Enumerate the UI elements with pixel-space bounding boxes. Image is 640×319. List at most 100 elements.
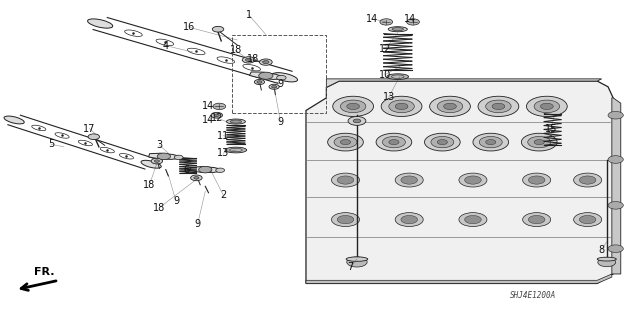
Circle shape [540, 103, 553, 109]
Polygon shape [326, 79, 602, 87]
Circle shape [429, 96, 470, 116]
Circle shape [257, 81, 262, 83]
Circle shape [527, 96, 567, 116]
Circle shape [479, 137, 502, 148]
Text: 8: 8 [598, 245, 605, 255]
Circle shape [608, 202, 623, 209]
Circle shape [198, 166, 212, 173]
Circle shape [395, 213, 423, 226]
Circle shape [328, 133, 364, 151]
Ellipse shape [388, 27, 407, 32]
Circle shape [269, 84, 279, 89]
Polygon shape [250, 72, 282, 79]
Circle shape [523, 213, 550, 226]
Circle shape [353, 119, 361, 123]
Circle shape [529, 176, 545, 184]
Polygon shape [148, 153, 179, 160]
Text: 6: 6 [183, 165, 189, 174]
Circle shape [262, 61, 269, 64]
Text: 1: 1 [246, 10, 252, 20]
Circle shape [389, 100, 414, 113]
Text: 14: 14 [366, 14, 378, 24]
Circle shape [332, 213, 360, 226]
Text: FR.: FR. [35, 266, 55, 277]
Text: 9: 9 [277, 117, 284, 127]
Circle shape [465, 176, 481, 184]
Circle shape [380, 19, 393, 25]
Ellipse shape [230, 120, 242, 123]
Circle shape [401, 215, 417, 224]
Circle shape [444, 103, 456, 109]
Text: 18: 18 [154, 203, 166, 212]
Text: 9: 9 [173, 196, 179, 206]
Text: 17: 17 [83, 123, 95, 134]
Polygon shape [306, 274, 612, 284]
Ellipse shape [141, 160, 161, 168]
Circle shape [437, 100, 463, 113]
Ellipse shape [88, 19, 113, 28]
Circle shape [534, 140, 544, 145]
Circle shape [332, 173, 360, 187]
Circle shape [522, 133, 557, 151]
Text: 18: 18 [143, 181, 156, 190]
Ellipse shape [387, 74, 408, 79]
Circle shape [573, 173, 602, 187]
Circle shape [276, 75, 286, 80]
Circle shape [406, 19, 419, 25]
Polygon shape [306, 81, 613, 284]
Circle shape [88, 134, 100, 140]
Circle shape [259, 59, 272, 65]
Circle shape [174, 155, 183, 160]
Text: 9: 9 [195, 219, 201, 229]
Ellipse shape [273, 73, 298, 82]
Circle shape [486, 140, 496, 145]
Text: 18: 18 [247, 54, 259, 64]
Text: SHJ4E1200A: SHJ4E1200A [510, 291, 557, 300]
Circle shape [401, 176, 417, 184]
Text: 11: 11 [217, 131, 229, 141]
Text: 12: 12 [379, 44, 391, 55]
Circle shape [573, 213, 602, 226]
Circle shape [216, 168, 225, 173]
Circle shape [381, 96, 422, 116]
Circle shape [376, 133, 412, 151]
Text: 2: 2 [220, 190, 227, 200]
Text: 15: 15 [545, 124, 557, 135]
Circle shape [459, 213, 487, 226]
Circle shape [259, 72, 273, 79]
Circle shape [347, 103, 360, 109]
Text: 9: 9 [277, 79, 284, 89]
Circle shape [340, 100, 366, 113]
Circle shape [465, 215, 481, 224]
Text: 4: 4 [163, 41, 169, 51]
Text: 14: 14 [404, 14, 417, 24]
Circle shape [395, 173, 423, 187]
Circle shape [395, 103, 408, 109]
Polygon shape [190, 167, 220, 173]
Text: 3: 3 [156, 140, 163, 150]
Ellipse shape [392, 28, 403, 31]
Text: 13: 13 [383, 92, 395, 102]
Circle shape [157, 153, 170, 160]
Ellipse shape [4, 116, 24, 124]
Circle shape [598, 258, 616, 267]
Circle shape [271, 85, 276, 88]
Text: 14: 14 [202, 115, 214, 125]
Circle shape [437, 140, 447, 145]
Circle shape [528, 137, 550, 148]
Circle shape [534, 100, 559, 113]
Ellipse shape [225, 147, 246, 153]
Text: 18: 18 [230, 45, 242, 56]
Circle shape [194, 177, 199, 179]
Circle shape [246, 58, 252, 62]
Text: 12: 12 [211, 113, 223, 123]
Circle shape [348, 116, 366, 125]
Circle shape [337, 176, 354, 184]
Text: 7: 7 [348, 262, 354, 272]
Circle shape [212, 26, 224, 32]
Circle shape [389, 140, 399, 145]
Circle shape [383, 137, 405, 148]
Circle shape [151, 158, 163, 164]
Circle shape [347, 257, 367, 267]
Text: 16: 16 [183, 22, 195, 32]
